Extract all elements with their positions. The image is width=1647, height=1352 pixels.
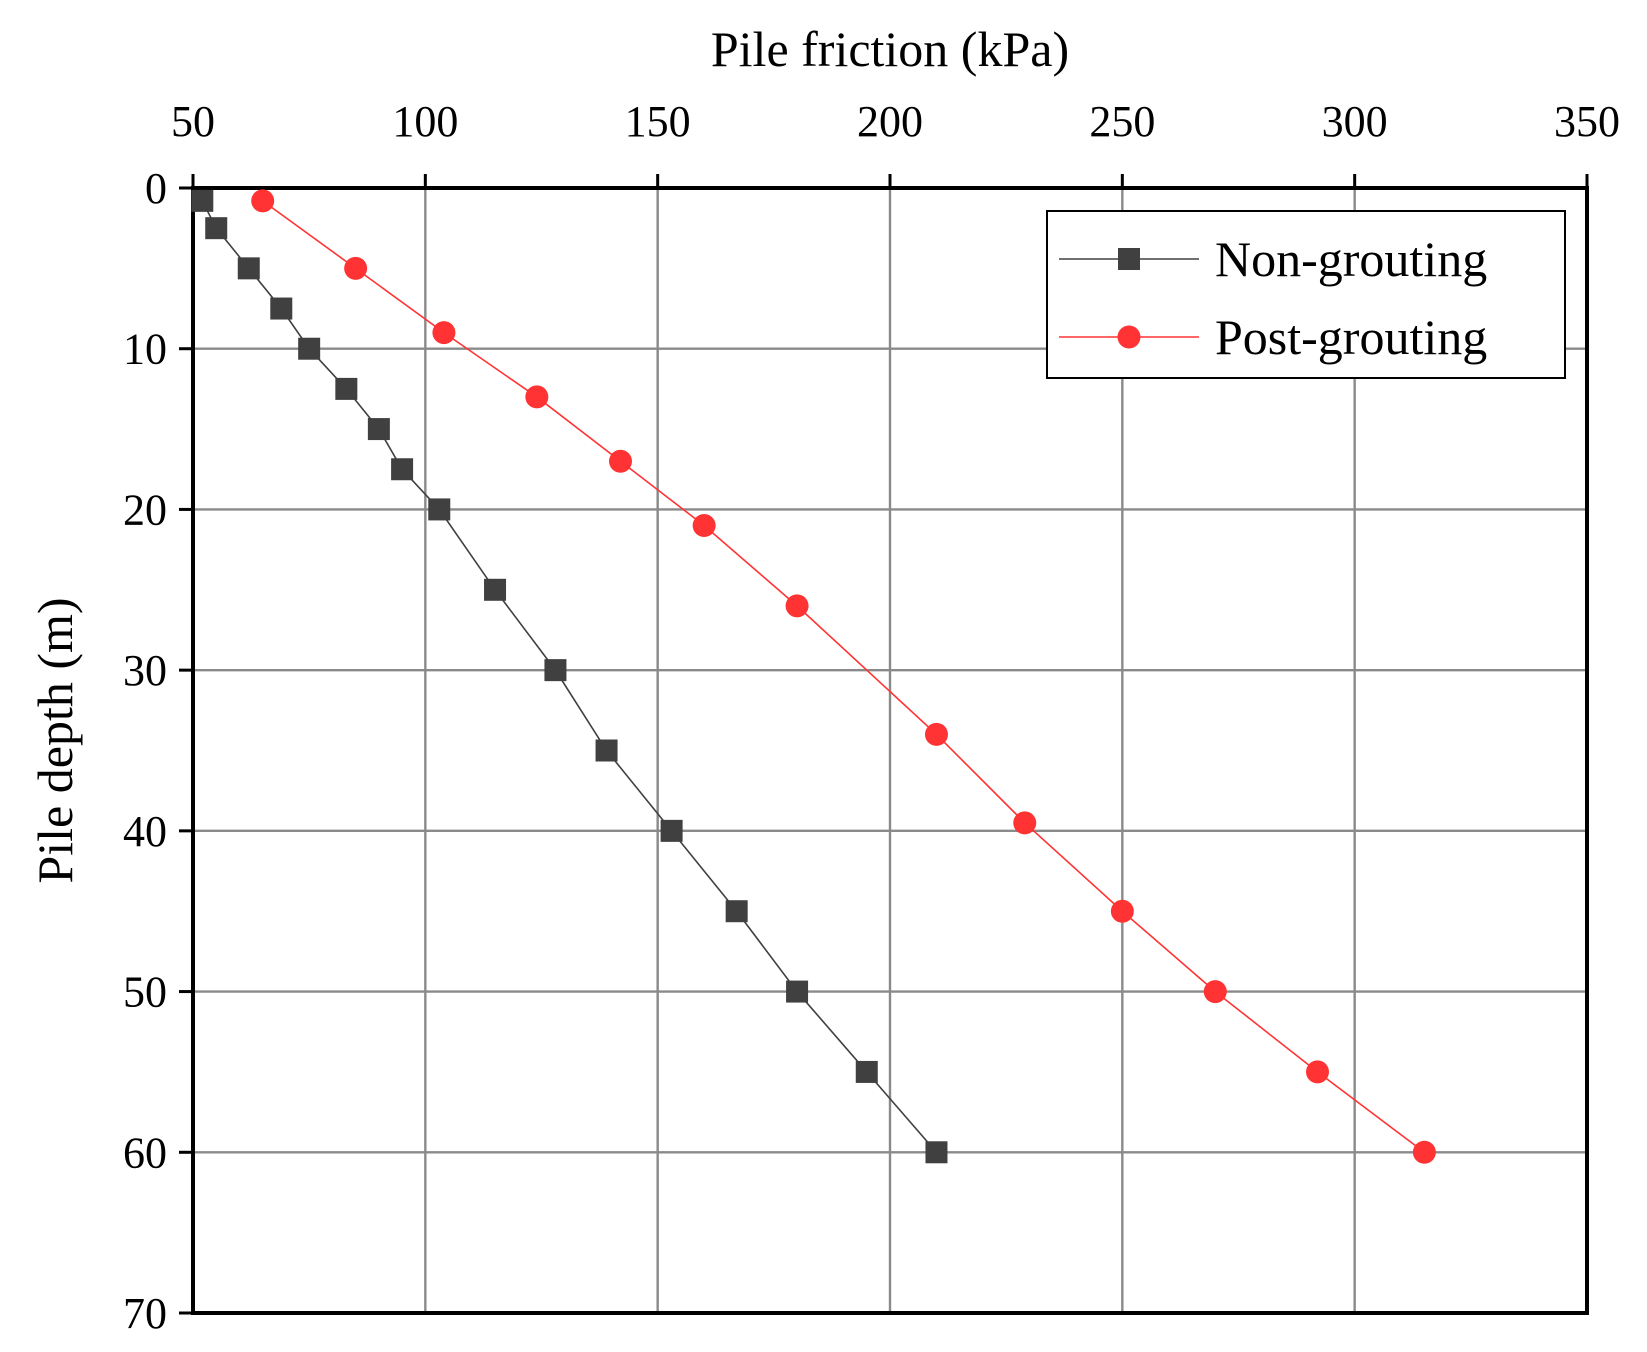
data-point: [237, 257, 260, 280]
y-tick-label: 60: [123, 1128, 167, 1177]
data-point: [1412, 1140, 1436, 1164]
data-point: [251, 189, 275, 213]
legend-items: Non-grouting Post-grouting: [1059, 231, 1487, 365]
legend-box: [1046, 210, 1566, 379]
data-point: [391, 458, 414, 481]
data-point: [725, 900, 748, 923]
axis-ticks: 50 100 150 200 250 300 350 0 10 20 30 40 50 60 70: [123, 97, 1620, 1338]
series-non-grouting: [191, 189, 948, 1164]
data-point: [1110, 899, 1134, 923]
x-axis-title: Pile friction (kPa): [711, 21, 1069, 77]
legend-label: Post-grouting: [1215, 309, 1487, 365]
data-point: [298, 337, 321, 360]
data-point: [1013, 811, 1037, 835]
data-point: [484, 578, 507, 601]
data-point: [855, 1060, 878, 1083]
data-point: [205, 217, 228, 240]
data-point: [367, 418, 390, 441]
legend: Non-grouting Post-grouting: [1046, 210, 1566, 379]
y-tick-label: 50: [123, 968, 167, 1017]
data-point: [1203, 980, 1227, 1004]
data-point: [544, 659, 567, 682]
data-point: [191, 189, 214, 212]
y-tick-label: 40: [123, 807, 167, 856]
data-point: [432, 321, 456, 345]
data-point: [428, 498, 451, 521]
y-tick-label: 0: [145, 164, 167, 213]
x-tick-label: 300: [1322, 97, 1388, 146]
legend-item: Non-grouting: [1059, 231, 1487, 287]
data-point: [270, 297, 293, 320]
legend-marker: [1117, 325, 1141, 349]
y-tick-label: 70: [123, 1289, 167, 1338]
legend-marker: [1118, 248, 1140, 270]
x-tick-label: 50: [171, 97, 215, 146]
data-point: [344, 256, 368, 280]
series-layer: [191, 189, 1436, 1164]
y-tick-label: 20: [123, 485, 167, 534]
plot-frame: [191, 186, 1589, 1315]
legend-label: Non-grouting: [1215, 231, 1487, 287]
data-point: [786, 980, 809, 1003]
data-point: [924, 722, 948, 746]
series-post-grouting: [251, 189, 1436, 1164]
data-point: [335, 377, 358, 400]
data-point: [525, 385, 549, 409]
data-point: [1305, 1060, 1329, 1084]
y-axis-title: Pile depth (m): [27, 597, 83, 883]
data-point: [925, 1141, 948, 1164]
data-point: [660, 819, 683, 842]
data-point: [608, 449, 632, 473]
x-tick-label: 350: [1554, 97, 1620, 146]
x-tick-label: 200: [857, 97, 923, 146]
x-tick-label: 150: [625, 97, 691, 146]
grid: [193, 188, 1587, 1313]
data-point: [785, 594, 809, 618]
x-tick-label: 100: [392, 97, 458, 146]
data-point: [595, 739, 618, 762]
data-point: [692, 514, 716, 537]
y-tick-label: 10: [123, 325, 167, 374]
legend-item: Post-grouting: [1059, 309, 1487, 365]
y-tick-label: 30: [123, 646, 167, 695]
x-tick-label: 250: [1089, 97, 1155, 146]
